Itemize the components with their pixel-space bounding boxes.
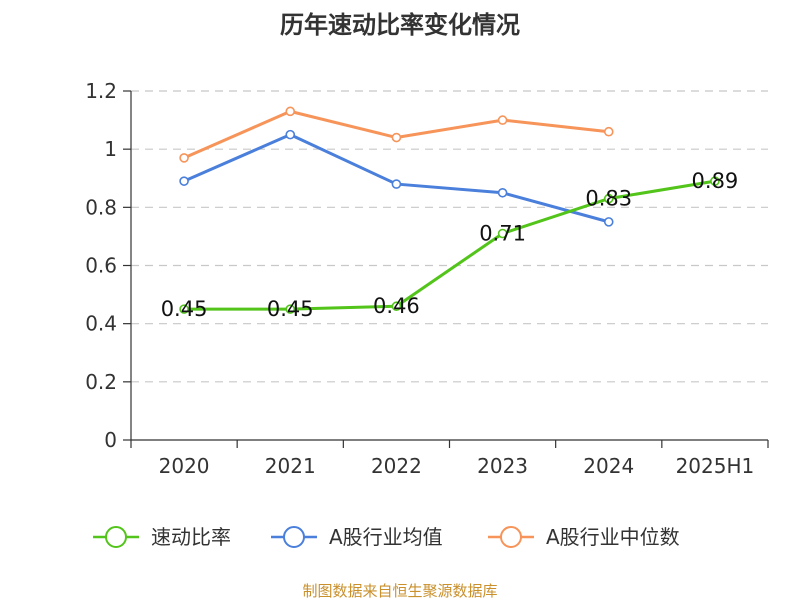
x-tick-label: 2021 [265, 454, 316, 478]
legend-label-0: 速动比率 [151, 525, 231, 549]
source-note: 制图数据来自恒生聚源数据库 [302, 582, 497, 600]
data-point [179, 304, 189, 314]
chart-title: 历年速动比率变化情况 [280, 11, 520, 39]
data-point [497, 115, 508, 125]
axes: 0 0.2 0.4 0.6 0.8 1 1.2 2020 2021 2022 2023 2024 202… [85, 79, 769, 478]
legend-marker-1 [283, 526, 305, 548]
data-point [391, 132, 402, 143]
legend-label-1: A股行业均值 [329, 525, 443, 549]
data-label: 0.83 [585, 187, 632, 211]
x-tick-label: 2020 [159, 454, 210, 478]
data-point [391, 301, 402, 312]
legend-marker-0 [105, 526, 127, 548]
series-group [179, 106, 720, 314]
data-label: 0.45 [161, 297, 208, 321]
x-tick-label: 2023 [477, 454, 528, 478]
y-tick-label: 0.6 [85, 254, 117, 278]
data-point [710, 176, 720, 186]
y-tick-label: 0.2 [85, 370, 117, 394]
series-line-1 [183, 133, 610, 224]
x-tick-label: 2022 [371, 454, 422, 478]
y-tick-label: 0.4 [85, 312, 117, 336]
data-point [179, 176, 189, 186]
data-point [603, 126, 614, 137]
data-point [285, 129, 296, 140]
data-labels: 0.45 0.45 0.46 0.71 0.83 0.89 [161, 169, 739, 321]
data-point [497, 187, 508, 198]
grid-lines [131, 90, 768, 383]
data-label: 0.46 [373, 294, 420, 318]
x-tick-label: 2024 [583, 454, 634, 478]
data-point [179, 153, 189, 163]
x-tick-label: 2025H1 [676, 454, 755, 478]
y-tick-label: 0.8 [85, 195, 117, 219]
data-point [285, 106, 296, 117]
data-label: 0.45 [267, 297, 314, 321]
data-point [497, 228, 508, 239]
y-tick-label: 1.2 [85, 79, 117, 103]
data-point [391, 179, 402, 189]
y-tick-label: 0 [104, 428, 117, 452]
data-point [603, 193, 614, 204]
data-point [285, 304, 296, 314]
y-tick-label: 1 [104, 137, 117, 161]
series-line-0 [184, 179, 716, 311]
data-label: 0.71 [479, 222, 526, 246]
data-label: 0.89 [692, 169, 739, 193]
data-point [603, 217, 614, 227]
legend-marker-2 [500, 526, 522, 548]
legend-label-2: A股行业中位数 [546, 525, 680, 549]
legend: 速动比率 A股行业均值 A股行业中位数 [93, 525, 680, 549]
